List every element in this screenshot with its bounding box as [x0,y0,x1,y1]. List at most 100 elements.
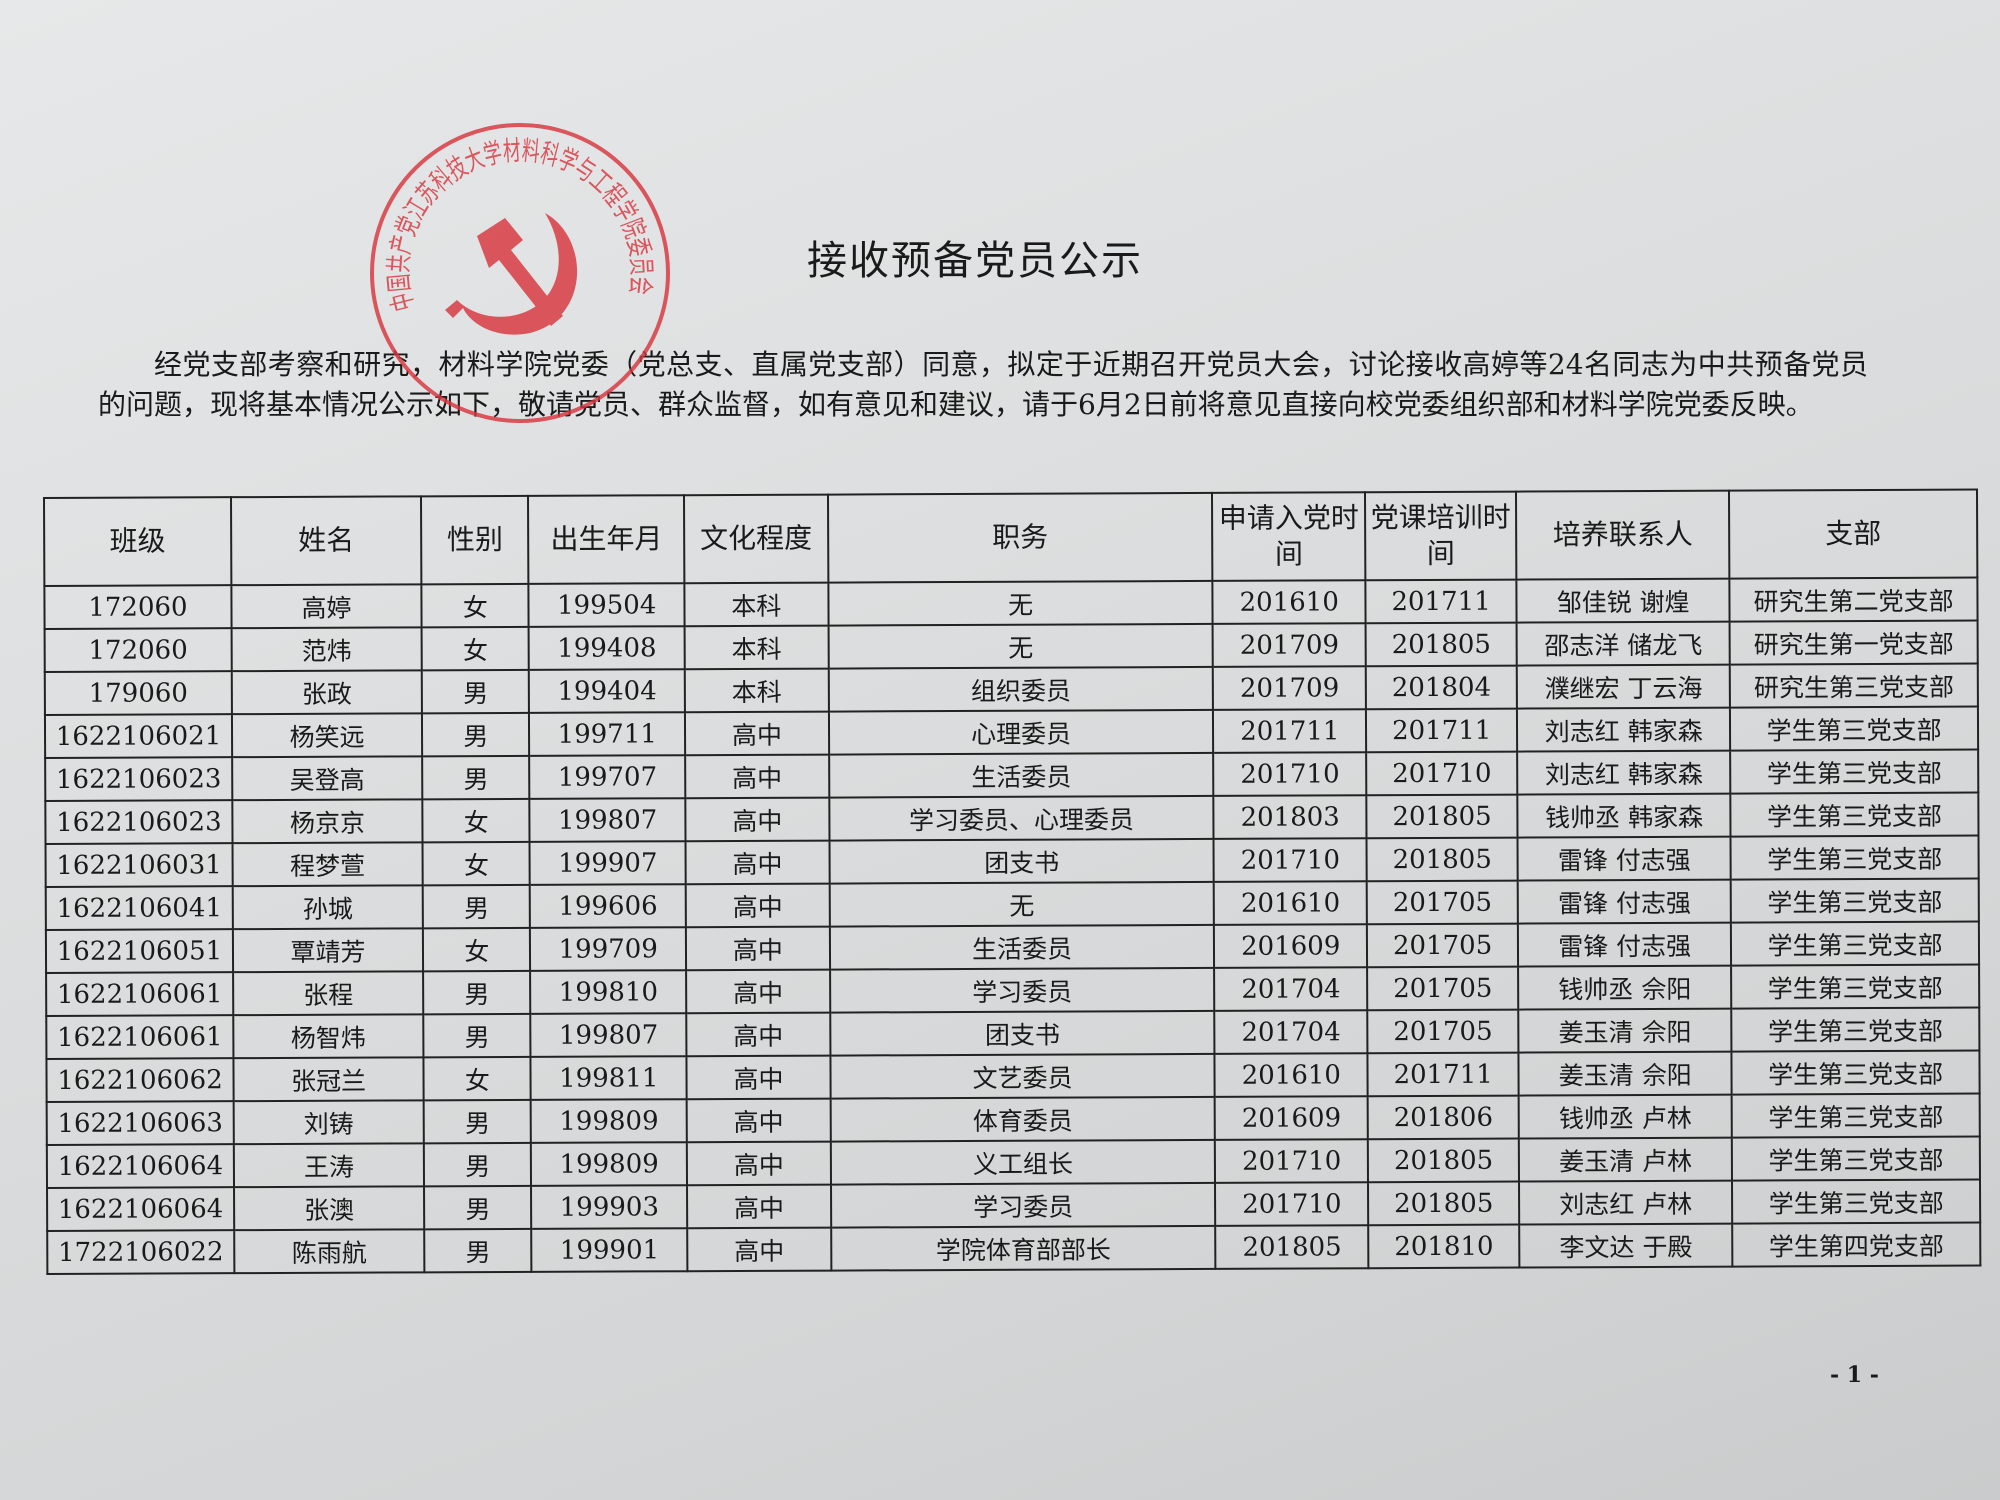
table-cell: 高中 [685,926,830,971]
table-cell: 刘铸 [233,1100,424,1145]
table-cell: 201711 [1365,579,1517,624]
table-cell: 无 [828,623,1214,669]
table-cell: 学生第三党支部 [1730,878,1979,923]
table-cell: 钱帅丞 韩家森 [1517,793,1731,838]
table-cell: 201705 [1367,1009,1519,1054]
table-cell: 男 [423,1099,532,1144]
table-cell: 张澳 [233,1186,425,1231]
table-cell: 刘志红 卢林 [1519,1180,1733,1225]
table-cell: 学生第三党支部 [1731,921,1980,966]
table-cell: 201806 [1367,1095,1519,1140]
page-title: 接收预备党员公示 [807,238,1143,284]
table-cell: 201609 [1215,1096,1368,1140]
table-cell: 高婷 [231,584,422,629]
table-cell: 201710 [1215,1182,1369,1226]
table-cell: 201711 [1366,708,1518,753]
column-header: 职务 [827,492,1213,583]
table-cell: 179060 [44,671,232,715]
table-cell: 杨笑远 [231,713,423,758]
table-cell: 学生第三党支部 [1731,1050,1980,1095]
table-cell: 201704 [1214,1010,1368,1054]
table-cell: 201711 [1213,709,1367,753]
table-cell: 201610 [1214,881,1368,925]
table-cell: 201803 [1213,795,1367,839]
table-cell: 201709 [1212,623,1366,667]
table-cell: 义工组长 [830,1139,1216,1185]
table-cell: 高中 [686,969,831,1014]
table-cell: 吴登高 [232,756,423,801]
page-number: - 1 - [1830,1362,1879,1388]
intro-paragraph: 经党支部考察和研究，材料学院党委（党总支、直属党支部）同意，拟定于近期召开党员大… [98,348,1868,421]
table-cell: 体育委员 [830,1096,1216,1142]
table-cell: 学生第三党支部 [1732,1179,1981,1224]
table-cell: 研究生第二党支部 [1729,577,1978,622]
table-cell: 男 [421,669,530,714]
table-cell: 高中 [685,797,830,842]
table-cell: 杨京京 [232,799,423,844]
table-cell: 1622106061 [46,972,234,1016]
table-cell: 男 [423,970,531,1015]
table-cell: 女 [423,927,531,972]
table-cell: 199810 [530,970,687,1014]
table-cell: 199809 [531,1099,687,1143]
table-cell: 女 [421,626,530,671]
table-cell: 201710 [1213,752,1367,796]
table-cell: 199504 [528,583,685,627]
table-cell: 高中 [685,840,830,885]
table-cell: 高中 [686,1184,831,1229]
table-cell: 本科 [684,625,829,670]
table-cell: 199408 [529,626,685,670]
table-cell: 李文达 于殿 [1519,1223,1733,1268]
table-cell: 201805 [1365,622,1517,667]
table-cell: 张程 [232,971,424,1016]
table-header-row: 班级 姓名 性别 出生年月 文化程度 职务 申请入党时间 党课培训时间 培养联系人 支部 [44,489,1978,586]
column-header: 出生年月 [528,495,685,584]
table-cell: 1622106051 [45,929,233,973]
table-cell: 张冠兰 [233,1057,424,1102]
table-cell: 201805 [1367,1138,1520,1183]
table-cell: 男 [423,1013,531,1058]
table-cell: 199811 [530,1056,687,1100]
table-cell: 学生第三党支部 [1730,706,1979,751]
table-cell: 研究生第三党支部 [1729,663,1978,708]
table-cell: 199807 [529,798,686,842]
table-cell: 文艺委员 [830,1053,1216,1099]
table-cell: 杨智炜 [233,1014,424,1059]
table-cell: 201710 [1213,838,1367,882]
table-cell: 201705 [1367,966,1519,1011]
table-cell: 201810 [1368,1224,1520,1269]
table-cell: 高中 [685,883,830,928]
table-cell: 1622106063 [46,1101,234,1145]
table-cell: 学生第四党支部 [1732,1222,1981,1267]
table-cell: 高中 [686,1012,831,1057]
table-cell: 199907 [529,841,686,885]
table-cell: 姜玉清 佘阳 [1518,1008,1732,1053]
table-cell: 高中 [684,711,829,756]
table-cell: 199807 [530,1013,687,1057]
table-cell: 雷锋 付志强 [1517,836,1731,881]
table-cell: 本科 [684,582,829,627]
table-cell: 钱帅丞 卢林 [1518,1094,1733,1139]
table-cell: 199404 [529,669,685,713]
table-cell: 女 [421,583,530,628]
table-cell: 1622106041 [45,886,233,930]
table-cell: 199809 [531,1142,687,1186]
table-cell: 生活委员 [829,924,1215,970]
table-cell: 陈雨航 [234,1229,425,1274]
table-cell: 201610 [1212,580,1366,624]
table-cell: 张政 [231,670,423,715]
column-header: 姓名 [230,496,422,586]
table-cell: 201804 [1365,665,1518,710]
hammer-sickle-icon [445,213,578,335]
table-cell: 学习委员、心理委员 [829,795,1214,841]
table-cell: 201805 [1215,1225,1369,1269]
table-cell: 生活委员 [828,752,1214,798]
table-cell: 女 [422,798,530,843]
table-cell: 172060 [44,585,232,629]
table-cell: 201710 [1366,751,1518,796]
table-cell: 199606 [530,884,686,928]
table-cell: 1622106064 [47,1187,235,1231]
table-cell: 王涛 [233,1143,425,1188]
table-cell: 男 [423,1142,532,1187]
table-cell: 1722106022 [47,1230,235,1274]
